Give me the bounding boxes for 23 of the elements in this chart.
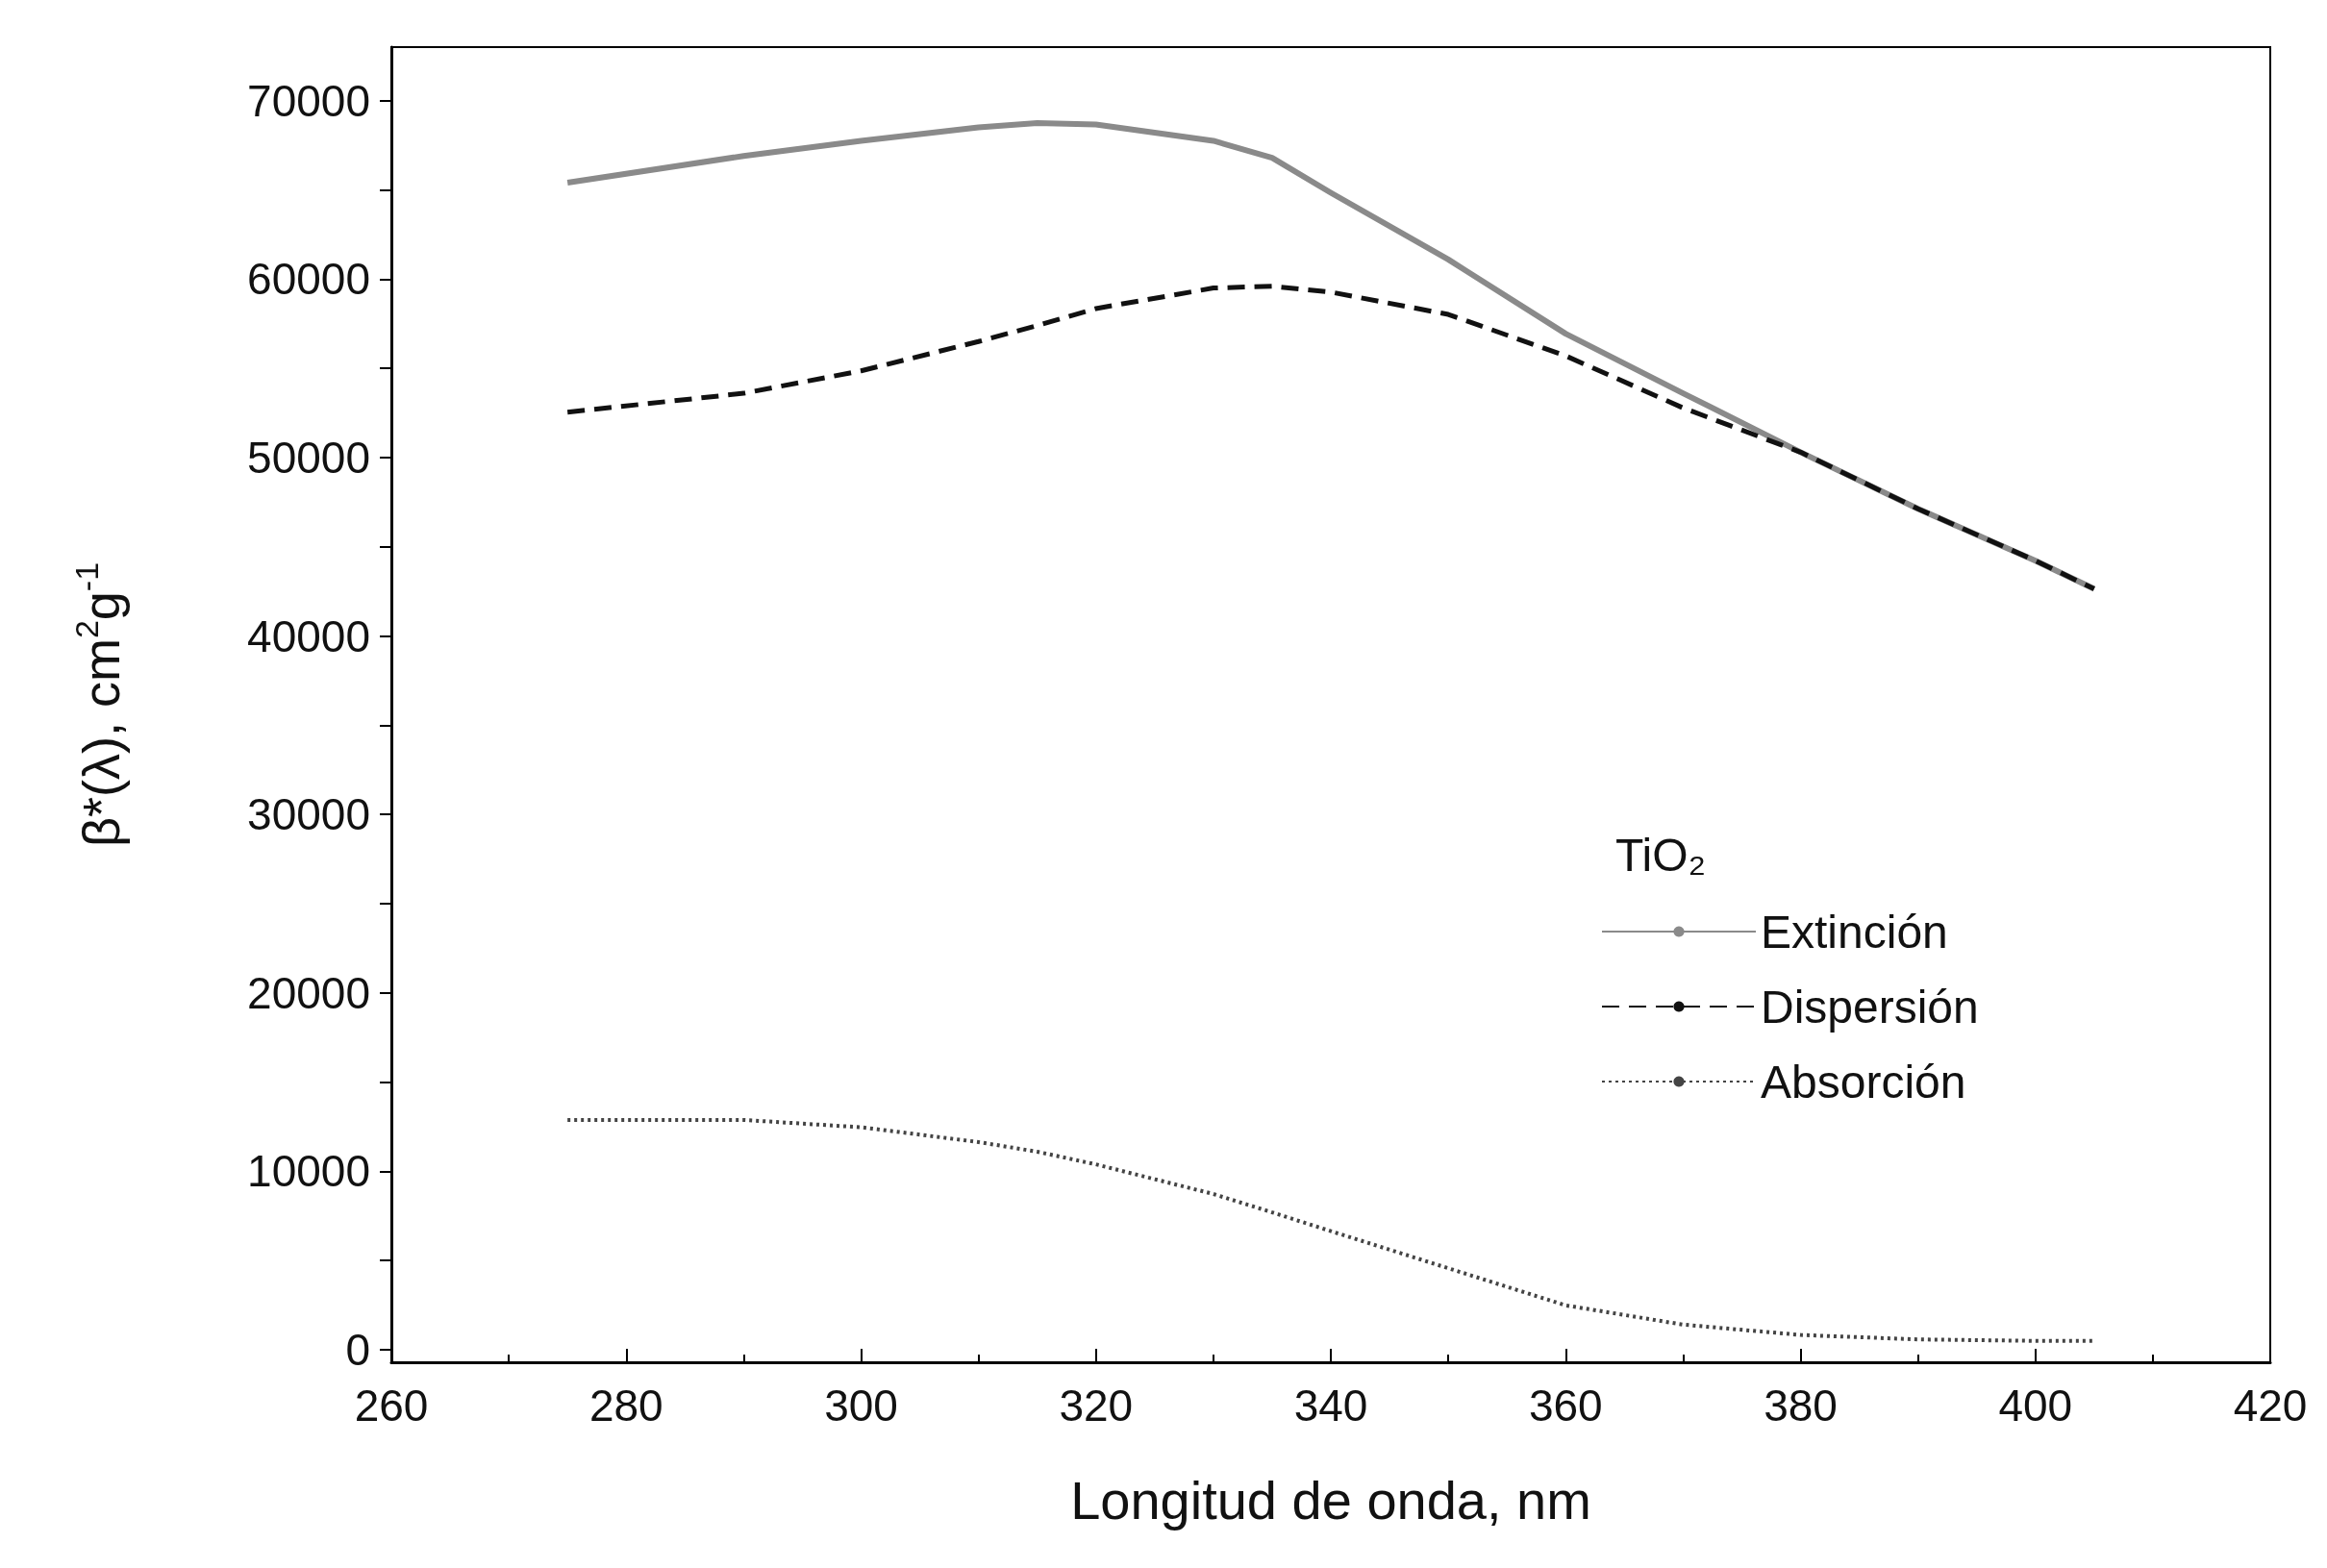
x-tick-label: 340 xyxy=(1293,1381,1368,1431)
legend-label: Extinción xyxy=(1761,906,1948,958)
x-tick-label: 400 xyxy=(1998,1381,2073,1431)
x-tick-label: 260 xyxy=(354,1381,429,1431)
x-tick-label: 320 xyxy=(1059,1381,1134,1431)
x-tick-label: 360 xyxy=(1528,1381,1603,1431)
x-tick-label: 280 xyxy=(588,1381,663,1431)
x-axis-title: Longitud de onda, nm xyxy=(1070,1469,1591,1531)
legend-title: TiO₂ xyxy=(1615,829,1707,881)
x-tick-label: 420 xyxy=(2233,1381,2308,1431)
x-tick-label: 300 xyxy=(824,1381,898,1431)
y-tick-label: 70000 xyxy=(247,75,370,126)
x-tick-label: 380 xyxy=(1764,1381,1838,1431)
y-tick-label: 50000 xyxy=(247,432,370,483)
y-tick-label: 60000 xyxy=(247,254,370,305)
y-tick-label: 30000 xyxy=(247,789,370,840)
y-tick-label: 40000 xyxy=(247,610,370,661)
y-tick-label: 0 xyxy=(345,1325,370,1376)
y-axis-title: β*(λ), cm2g-1 xyxy=(68,561,130,848)
y-tick-label: 10000 xyxy=(247,1146,370,1197)
y-tick-label: 20000 xyxy=(247,967,370,1018)
legend-label: Absorción xyxy=(1761,1056,1966,1108)
legend-label: Dispersión xyxy=(1761,981,1979,1033)
